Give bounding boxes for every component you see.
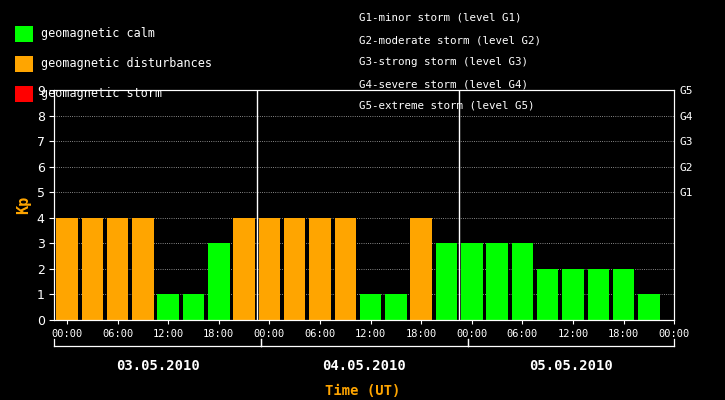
Bar	[537, 269, 558, 320]
Bar	[613, 269, 634, 320]
Text: geomagnetic calm: geomagnetic calm	[41, 28, 155, 40]
Text: geomagnetic disturbances: geomagnetic disturbances	[41, 58, 212, 70]
Bar	[259, 218, 280, 320]
Bar	[360, 294, 381, 320]
Bar	[436, 243, 457, 320]
Y-axis label: Kp: Kp	[16, 196, 31, 214]
Text: G4-severe storm (level G4): G4-severe storm (level G4)	[359, 79, 528, 89]
Text: G2-moderate storm (level G2): G2-moderate storm (level G2)	[359, 35, 541, 45]
Bar	[486, 243, 508, 320]
Text: 04.05.2010: 04.05.2010	[323, 359, 406, 373]
Bar	[107, 218, 128, 320]
Bar	[57, 218, 78, 320]
Bar	[183, 294, 204, 320]
Bar	[385, 294, 407, 320]
Text: G1-minor storm (level G1): G1-minor storm (level G1)	[359, 13, 521, 23]
Bar	[82, 218, 103, 320]
Bar	[334, 218, 356, 320]
Bar	[233, 218, 255, 320]
Bar	[587, 269, 609, 320]
Bar	[410, 218, 432, 320]
Bar	[310, 218, 331, 320]
Bar	[132, 218, 154, 320]
Text: geomagnetic storm: geomagnetic storm	[41, 88, 162, 100]
Text: 05.05.2010: 05.05.2010	[529, 359, 613, 373]
Text: Time (UT): Time (UT)	[325, 384, 400, 398]
Bar	[638, 294, 660, 320]
Bar	[512, 243, 533, 320]
Bar	[461, 243, 483, 320]
Bar	[284, 218, 305, 320]
Text: 03.05.2010: 03.05.2010	[116, 359, 199, 373]
Bar	[208, 243, 230, 320]
Bar	[563, 269, 584, 320]
Bar	[157, 294, 179, 320]
Text: G5-extreme storm (level G5): G5-extreme storm (level G5)	[359, 101, 534, 111]
Text: G3-strong storm (level G3): G3-strong storm (level G3)	[359, 57, 528, 67]
